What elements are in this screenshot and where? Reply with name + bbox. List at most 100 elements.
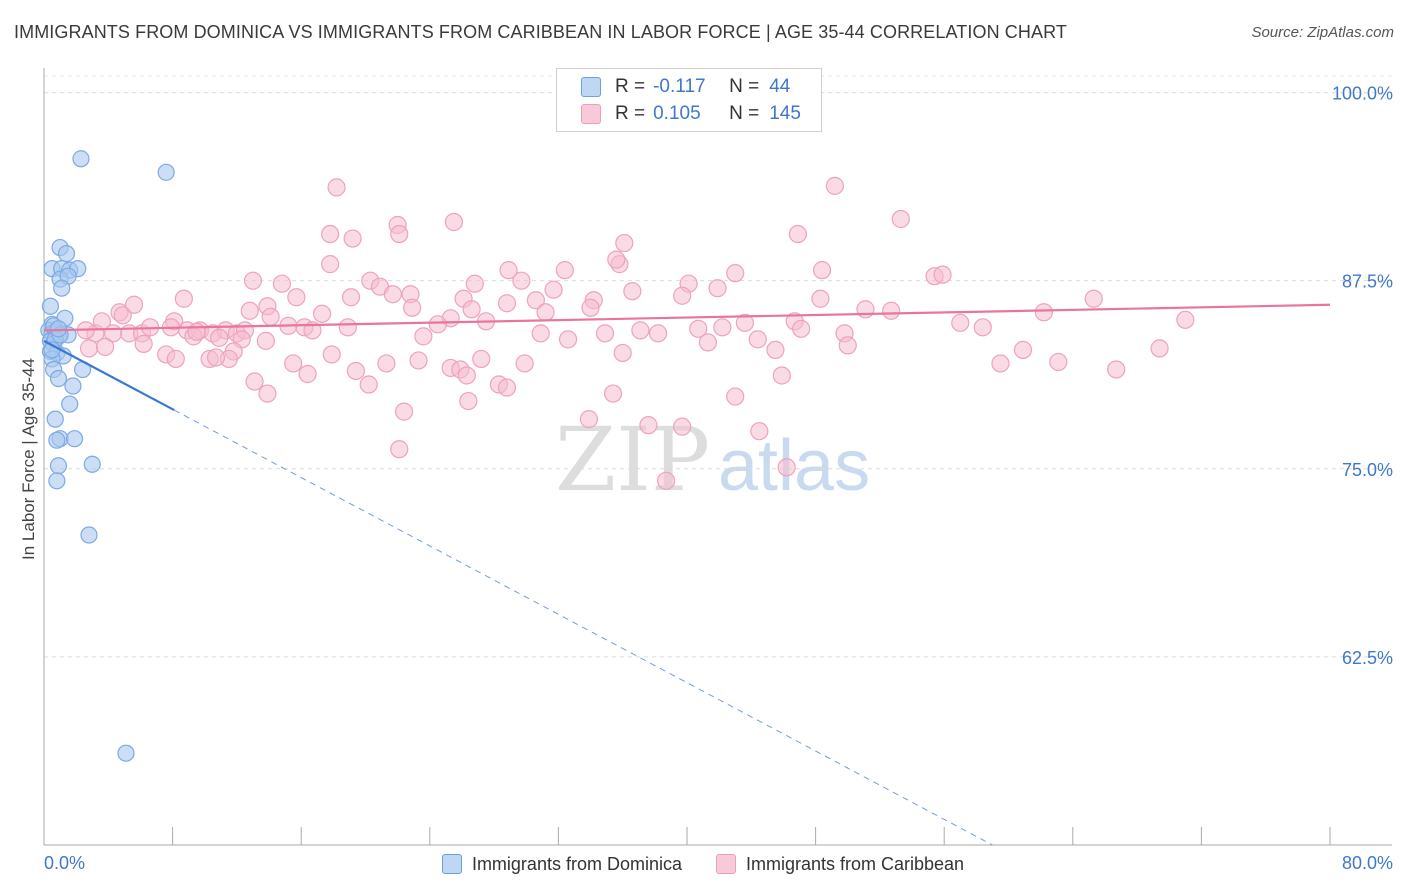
caribbean-point [1034, 303, 1053, 322]
caribbean-point [531, 324, 550, 343]
n-value: 145 [769, 103, 801, 124]
n-label: N = [729, 76, 760, 97]
caribbean-point [657, 471, 676, 490]
dominica-trend-extension [173, 409, 993, 846]
caribbean-point [735, 313, 754, 332]
caribbean-point [515, 354, 534, 373]
caribbean-point [673, 417, 692, 436]
caribbean-point [581, 298, 600, 317]
caribbean-point [113, 306, 132, 325]
caribbean-point [882, 301, 901, 320]
caribbean-legend-swatch [715, 854, 736, 874]
caribbean-point [457, 366, 476, 385]
series-legend: Immigrants from Dominica Immigrants from… [0, 850, 1406, 878]
caribbean-point [698, 333, 717, 352]
dominica-point [53, 279, 71, 297]
caribbean-point [243, 271, 263, 290]
caribbean-trend-line [43, 303, 1331, 332]
caribbean-point [134, 334, 153, 353]
caribbean-point [933, 265, 952, 284]
legend-label-caribbean: Immigrants from Caribbean [745, 853, 965, 874]
dominica-point [65, 430, 84, 448]
caribbean-point [272, 274, 292, 293]
caribbean-point [462, 300, 481, 319]
caribbean-point [1013, 340, 1033, 360]
caribbean-point [321, 255, 340, 274]
dominica-point [41, 297, 60, 315]
dominica-swatch [581, 77, 601, 97]
caribbean-point [394, 402, 414, 421]
caribbean-point [240, 301, 259, 320]
gridlines [44, 75, 1392, 658]
dominica-point [49, 457, 68, 475]
caribbean-point [444, 212, 464, 232]
caribbean-point [792, 319, 811, 338]
watermark: ZIP atlas [555, 408, 870, 511]
caribbean-point [261, 307, 280, 326]
correlation-legend: R = -0.117 N = 44 R = 0.105 N = 145 [556, 68, 822, 132]
dominica-point [46, 410, 64, 428]
dominica-point [64, 377, 82, 395]
dominica-legend-swatch [441, 854, 462, 874]
y-tick-label: 62.5% [1342, 648, 1393, 668]
r-label: R = [615, 76, 646, 97]
caribbean-point [1084, 289, 1103, 308]
caribbean-point [383, 285, 402, 304]
x-tick-label: 80.0% [1342, 853, 1393, 873]
caribbean-point [390, 224, 409, 244]
series-caribbean-points [76, 176, 1195, 490]
caribbean-point [991, 354, 1010, 373]
dominica-point [80, 526, 98, 544]
dominica-point [157, 163, 175, 181]
caribbean-point [748, 330, 767, 349]
dominica-point [57, 244, 76, 263]
caribbean-point [258, 384, 277, 403]
dominica-point [49, 369, 68, 388]
caribbean-point [615, 233, 634, 253]
caribbean-point [726, 264, 745, 283]
caribbean-point [772, 366, 791, 385]
caribbean-swatch [581, 104, 601, 124]
caribbean-point [750, 422, 769, 441]
caribbean-point [603, 384, 623, 403]
caribbean-point [766, 340, 785, 360]
caribbean-point [414, 327, 433, 346]
y-axis-label: In Labor Force | Age 35-44 [19, 358, 38, 560]
caribbean-point [777, 458, 796, 477]
caribbean-point [579, 410, 599, 429]
trend-lines [43, 303, 1331, 846]
dominica-point [83, 455, 101, 473]
r-label: R = [615, 103, 646, 124]
caribbean-point [341, 288, 361, 307]
legend-item-dominica: Immigrants from Dominica [441, 850, 682, 878]
caribbean-point [472, 349, 491, 369]
caribbean-point [726, 387, 745, 406]
x-tick-label: 0.0% [44, 853, 85, 873]
caribbean-point [298, 364, 317, 384]
caribbean-point [708, 279, 727, 298]
caribbean-point [322, 345, 341, 364]
caribbean-point [465, 274, 484, 293]
y-tick-label: 87.5% [1342, 272, 1393, 292]
r-value: 0.105 [653, 103, 701, 124]
source-credit: Source: ZipAtlas.com [1251, 24, 1394, 41]
caribbean-point [206, 348, 226, 367]
caribbean-point [377, 354, 396, 373]
dominica-point [49, 320, 68, 338]
caribbean-point [648, 324, 668, 343]
caribbean-point [1107, 360, 1126, 379]
caribbean-point [321, 224, 340, 244]
caribbean-point [403, 298, 422, 317]
axis-labels: 62.5% 75.0% 87.5% 100.0% 0.0% 80.0% [44, 84, 1393, 873]
caribbean-point [856, 300, 875, 319]
dominica-point [48, 472, 66, 490]
chart-title: IMMIGRANTS FROM DOMINICA VS IMMIGRANTS F… [14, 22, 1067, 42]
caribbean-point [689, 319, 708, 338]
caribbean-point [499, 261, 518, 280]
y-tick-label: 100.0% [1332, 84, 1393, 104]
caribbean-point [245, 372, 264, 391]
caribbean-point [536, 303, 555, 322]
legend-label-dominica: Immigrants from Dominica [471, 853, 682, 874]
caribbean-point [812, 261, 832, 280]
caribbean-point [312, 304, 332, 323]
